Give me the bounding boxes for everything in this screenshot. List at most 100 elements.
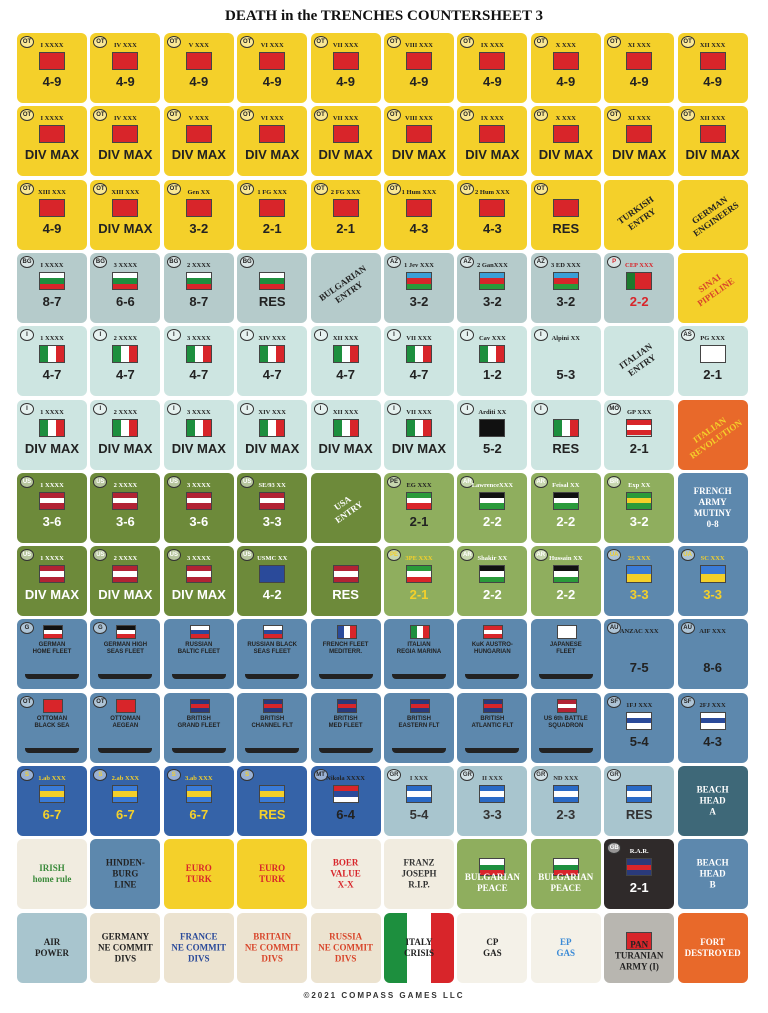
nation-badge: OT [313,109,328,122]
counter: OT OTTOMAN AEGEAN [90,692,161,763]
flag-stripe [121,419,130,436]
counter: GR II XXX 3-3 [457,766,528,836]
flag [259,345,286,364]
flag [259,271,286,290]
flag [112,345,139,364]
ship-silhouette [465,747,520,753]
flag-stripe [480,283,505,289]
unit-name: Shakir XX [477,555,508,563]
counter: I 2 XXXX DIV MAX [90,399,161,470]
text-line: RUSSIA [329,931,363,942]
counter-text: IRISH home rule [19,863,85,885]
unit-name: XII XXX [699,115,726,123]
counter: BRITAIN NE COMMIT DIVS [237,912,308,983]
counter: OT IV XXX 4-9 [90,33,161,103]
flag-stripe [423,346,431,363]
nation-badge: OT [387,109,401,122]
counter: I 2 XXXX 4-7 [90,326,161,397]
counter: P CEP XXX 2-2 [604,252,675,323]
nation-badge: BG [240,255,255,268]
text-line: OTTOMAN [36,715,68,722]
flag-stripe [40,283,64,289]
unit-name: 2 XXXX [113,481,138,489]
flag-stripe [341,346,350,363]
flag [112,271,139,290]
combat-value: 4-9 [556,74,576,89]
text-line: DIVS [188,953,210,964]
unit-name: R.A.R. [629,848,649,856]
nation-badge: G [93,622,108,635]
counter: OT VII XXX 4-9 [310,33,381,103]
counter: I VII XXX DIV MAX [384,399,454,470]
counter-text: CP GAS [459,937,525,959]
combat-value: 5-4 [629,733,649,749]
counter: GR I XXX 5-4 [384,766,454,836]
ship-silhouette [245,747,300,753]
unit-name: ANZAC XXX [619,628,659,636]
nation-badge: US [240,475,255,488]
flag-stripe [56,419,64,436]
nation-badge: AU [607,622,622,635]
flag-stripe [343,626,350,639]
unit-name: PG XXX [700,335,725,343]
unit-name: 3 XXXX [113,261,138,269]
text-line: JOSEPH [401,868,437,879]
text-line: MUTINY [693,507,732,518]
flag [552,271,579,290]
flag-stripe [264,703,283,708]
flag [259,565,286,584]
flag [259,198,286,217]
counter: I 1 XXXX DIV MAX [17,399,87,470]
text-line: LINE [114,879,137,890]
nation-badge: SF [607,695,622,708]
unit-name: SE/93 XX [258,481,286,489]
text-line: RUSSIAN BLACK [247,642,298,649]
combat-value: 2-1 [629,880,649,896]
nation-badge: I [533,402,548,415]
counter: US 3 XXXX 3-6 [163,472,234,543]
nation-badge: AR [533,549,548,562]
text-line: BALTIC FLEET [177,649,220,656]
flag-stripe [260,419,269,436]
combat-value: RES [258,807,286,822]
combat-value: 3-2 [409,293,429,309]
flag-stripe [48,346,56,363]
text-line: EURO [259,863,286,874]
flag-stripe [407,492,431,499]
combat-value: DIV MAX [24,440,80,456]
combat-value: DIV MAX [391,440,447,456]
text-line: BRITISH [480,715,505,722]
combat-value: DIV MAX [98,147,153,163]
nation-badge: S [20,769,34,781]
counter: AU ANZAC XXX 7-5 [604,619,675,690]
counter: US USMC XX 4-2 [237,546,308,617]
counter: OT IX XXX 4-9 [457,33,528,103]
flag-stripe [40,272,64,279]
flag-stripe [349,626,356,639]
flag-stripe [186,283,211,289]
combat-value: 4-9 [409,74,429,89]
counter: AR Feisal XX 2-2 [530,472,601,543]
flag-stripe [190,634,209,639]
combat-value: 2-3 [556,807,576,822]
counter: EURO TURK [163,839,234,910]
flag [189,625,210,640]
combat-value: DIV MAX [391,147,447,163]
flag [112,52,139,70]
combat-value: 3-2 [556,293,576,309]
text-line: R.I.P. [408,879,430,890]
flag-stripe [186,566,211,572]
combat-value: DIV MAX [538,147,593,163]
text-line: HEAD [699,795,726,806]
combat-value: DIV MAX [98,587,153,603]
counter-text: BRITISH CHANNEL FLT [239,716,305,730]
counter: OT 1 FG XXX 2-1 [237,179,308,250]
text-line: US 6th BATTLE [543,715,588,722]
counter: AS PG XXX 2-1 [677,326,748,397]
counter-text: BULGARIAN PEACE [459,872,525,894]
flag [406,418,432,437]
unit-name: VIII XXX [405,42,433,49]
text-line: BRITISH [186,715,211,722]
flag-stripe [260,199,285,216]
nation-badge: OT [20,36,34,48]
